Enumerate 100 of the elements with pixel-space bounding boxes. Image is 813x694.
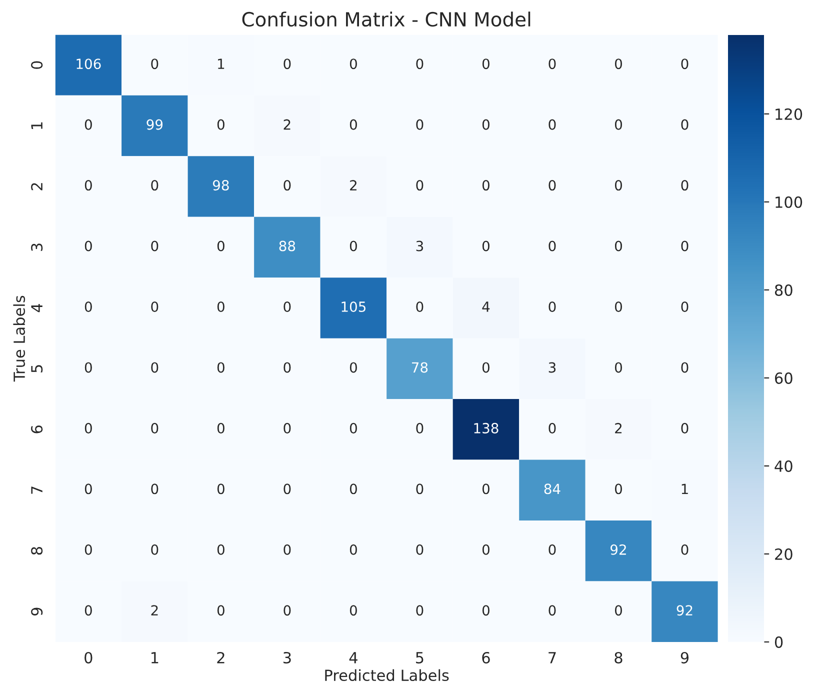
data-label: 0 [84, 422, 92, 434]
data-label: 0 [284, 58, 291, 70]
x-tick-label: 9 [680, 652, 689, 664]
data-label: 0 [84, 605, 92, 616]
data-label: 0 [681, 301, 688, 312]
x-tick-label: 3 [283, 652, 291, 664]
x-tick-label: 8 [614, 652, 622, 664]
data-label: 0 [416, 422, 424, 434]
data-label: 0 [614, 240, 622, 252]
data-label: 0 [284, 484, 291, 494]
data-label: 92 [610, 544, 626, 555]
y-tick-label: 8 [31, 547, 43, 555]
data-label: 0 [84, 180, 92, 191]
x-axis-title: Predicted Labels [325, 669, 449, 682]
data-label: 0 [350, 362, 357, 373]
data-label: 0 [151, 180, 158, 191]
data-label: 0 [151, 362, 158, 373]
y-tick-label: 1 [31, 122, 42, 129]
y-axis-title: True Labels [13, 296, 26, 382]
data-label: 0 [548, 422, 556, 434]
data-label: 0 [614, 362, 622, 373]
data-label: 0 [681, 119, 688, 130]
data-label: 0 [548, 240, 556, 252]
data-label: 4 [482, 302, 490, 312]
data-label: 0 [217, 605, 224, 616]
data-label: 0 [482, 58, 490, 70]
data-label: 138 [474, 422, 498, 434]
data-label: 0 [614, 605, 622, 616]
data-label: 0 [151, 484, 158, 494]
data-label: 0 [350, 544, 357, 555]
data-label: 0 [681, 362, 688, 373]
data-label: 0 [416, 119, 424, 130]
data-label: 0 [548, 544, 556, 555]
y-tick-label: 4 [31, 304, 42, 312]
data-label: 0 [350, 422, 357, 434]
data-label: 0 [217, 119, 224, 130]
data-label: 0 [217, 544, 224, 555]
chart-title: Confusion Matrix - CNN Model [242, 12, 530, 27]
y-tick-label: 2 [31, 183, 42, 190]
y-tick-label: 3 [31, 244, 43, 251]
color-bar-label: 80 [774, 284, 792, 296]
data-label: 0 [217, 301, 224, 312]
color-bar-label: 40 [774, 460, 792, 472]
x-tick-label: 0 [84, 652, 92, 664]
data-label: 0 [350, 484, 357, 494]
data-label: 0 [681, 422, 688, 434]
y-tick-label: 9 [31, 608, 43, 616]
data-label: 0 [416, 544, 424, 555]
x-tick-label: 6 [482, 652, 490, 664]
data-label: 0 [548, 58, 556, 70]
data-label: 0 [284, 422, 291, 434]
data-label: 0 [84, 301, 92, 312]
data-label: 0 [548, 119, 556, 130]
y-tick-label: 7 [31, 486, 42, 494]
data-label: 0 [217, 362, 224, 373]
color-bar-label: 100 [776, 196, 802, 208]
data-label: 92 [676, 605, 692, 616]
color-bar-label: 20 [775, 548, 792, 560]
color-bar-label: 0 [774, 636, 783, 648]
data-label: 0 [482, 484, 490, 494]
data-label: 0 [84, 544, 92, 555]
data-label: 0 [614, 180, 622, 191]
data-label: 0 [482, 544, 490, 555]
data-label: 0 [151, 58, 158, 70]
data-label: 0 [614, 301, 622, 312]
data-label: 88 [279, 240, 296, 252]
data-label: 0 [482, 240, 490, 252]
data-label: 0 [284, 605, 291, 616]
data-label: 0 [681, 58, 688, 70]
data-label: 2 [284, 119, 290, 130]
data-label: 0 [681, 180, 688, 191]
data-label: 0 [482, 362, 490, 373]
data-label: 106 [76, 58, 101, 70]
data-label: 2 [350, 180, 356, 190]
data-label: 0 [350, 240, 357, 252]
data-label: 99 [146, 119, 163, 130]
data-label: 2 [615, 422, 622, 434]
data-label: 0 [548, 301, 556, 312]
data-label: 0 [482, 180, 490, 191]
data-label: 0 [284, 544, 291, 555]
x-tick-label: 1 [151, 652, 158, 664]
data-label: 0 [548, 180, 556, 191]
data-label: 0 [416, 605, 424, 616]
data-label: 0 [151, 240, 158, 252]
data-label: 0 [614, 119, 622, 130]
data-label: 0 [482, 605, 490, 616]
data-label: 0 [217, 484, 224, 494]
data-label: 3 [416, 240, 424, 252]
data-label: 0 [84, 119, 92, 130]
data-label: 0 [217, 422, 224, 434]
x-tick-label: 7 [548, 652, 556, 664]
y-tick-label: 5 [31, 365, 43, 372]
y-tick-label: 6 [31, 426, 43, 434]
data-label: 0 [151, 301, 158, 312]
data-label: 0 [284, 362, 291, 373]
data-label: 0 [416, 301, 424, 312]
color-bar-label: 120 [776, 108, 802, 120]
data-label: 0 [284, 180, 291, 191]
data-label: 98 [212, 180, 229, 191]
data-label: 0 [681, 240, 688, 252]
